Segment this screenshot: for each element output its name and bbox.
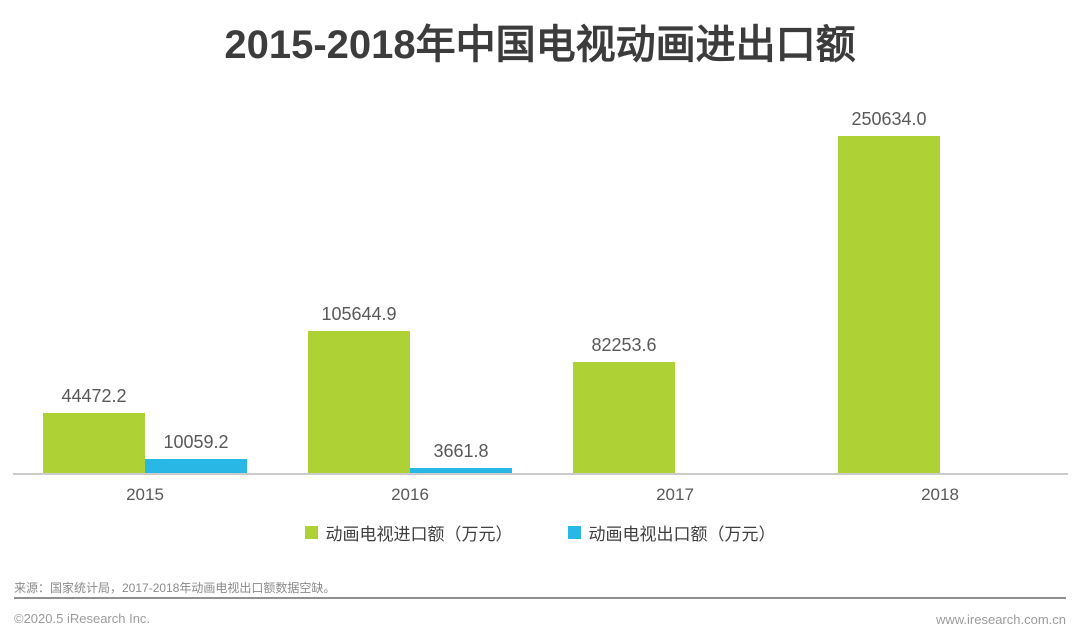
- bar-import-2017: [573, 362, 675, 473]
- bar-import-2015: [43, 413, 145, 473]
- copyright-text: ©2020.5 iResearch Inc.: [14, 611, 151, 626]
- x-axis-line: [13, 473, 1068, 475]
- legend-label-import: 动画电视进口额（万元）: [325, 525, 513, 544]
- legend-label-export: 动画电视出口额（万元）: [588, 525, 776, 544]
- value-label-import-2016: 105644.9: [321, 304, 397, 324]
- bar-export-2016: [410, 468, 512, 473]
- value-label-import-2018: 250634.0: [851, 109, 927, 129]
- footer-divider: [14, 597, 1066, 599]
- legend-item-export: 动画电视出口额（万元）: [567, 520, 776, 545]
- axis-tick-label-2018: 2018: [921, 485, 959, 504]
- bar-export-2015: [145, 459, 247, 473]
- value-label-export-2016: 3661.8: [433, 441, 489, 461]
- bar-import-2016: [308, 331, 410, 473]
- value-label-import-2017: 82253.6: [591, 335, 657, 355]
- import-swatch-icon: [304, 526, 318, 539]
- axis-tick-label-2015: 2015: [126, 485, 164, 504]
- value-label-import-2015: 44472.2: [61, 386, 127, 406]
- source-note: 来源：国家统计局，2017-2018年动画电视出口额数据空缺。: [14, 581, 336, 595]
- value-label-export-2015: 10059.2: [163, 432, 229, 452]
- export-swatch-icon: [567, 526, 581, 539]
- axis-tick-label-2017: 2017: [656, 485, 694, 504]
- chart-title: 2015-2018年中国电视动画进出口额: [224, 23, 856, 67]
- chart-legend: 动画电视进口额（万元） 动画电视出口额（万元）: [0, 520, 1080, 545]
- website-text: www.iresearch.com.cn: [935, 612, 1066, 627]
- legend-item-import: 动画电视进口额（万元）: [304, 520, 513, 545]
- bar-import-2018: [838, 136, 940, 473]
- axis-tick-label-2016: 2016: [391, 485, 429, 504]
